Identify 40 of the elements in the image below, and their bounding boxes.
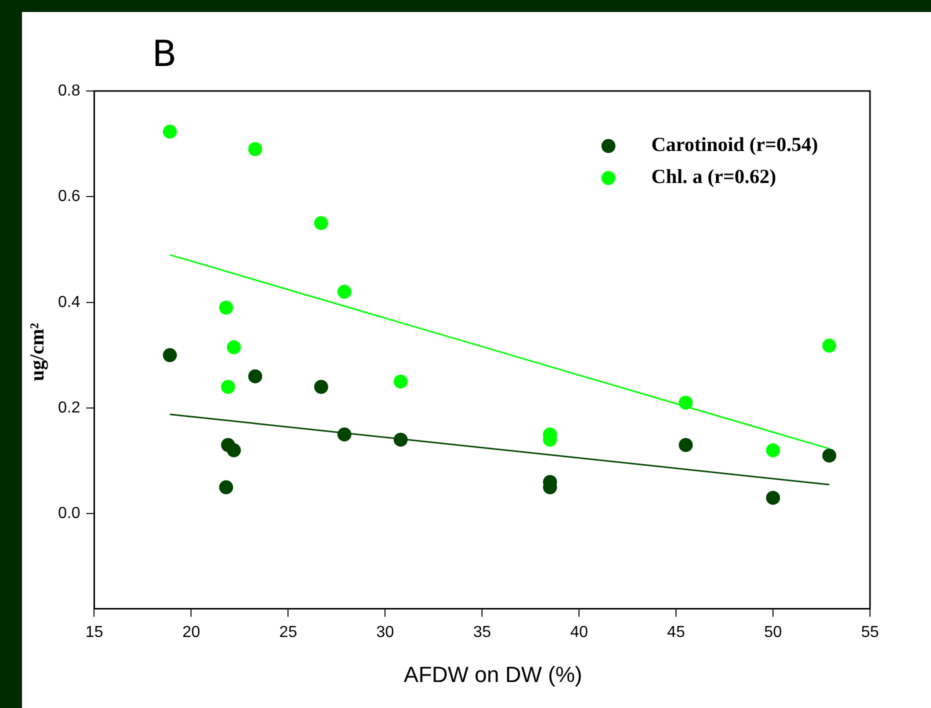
point — [219, 480, 234, 494]
legend-label: Carotinoid (r=0.54) — [651, 134, 818, 156]
point — [226, 443, 241, 458]
point — [337, 284, 352, 299]
point — [314, 380, 328, 394]
y-tick-label: 0.6 — [58, 188, 80, 206]
point — [822, 448, 836, 463]
point — [162, 348, 177, 362]
x-tick-label: 30 — [376, 624, 394, 641]
point — [394, 432, 408, 447]
y-tick-label: 0.4 — [58, 294, 80, 311]
point — [337, 427, 352, 442]
point — [766, 490, 780, 505]
x-tick-label: 40 — [570, 624, 588, 641]
point — [394, 374, 408, 389]
y-tick-label: 0.8 — [58, 82, 80, 100]
x-tick-label: 25 — [279, 624, 298, 641]
point — [314, 216, 328, 230]
point — [219, 300, 234, 315]
point — [678, 438, 693, 452]
point — [162, 124, 177, 139]
legend-label: Chl. a (r=0.62) — [651, 166, 776, 188]
y-axis-title: ug/cm² — [26, 322, 50, 382]
point — [822, 338, 836, 353]
point — [226, 340, 241, 354]
y-tick-label: 0.0 — [58, 505, 80, 522]
x-tick-label: 20 — [182, 624, 200, 641]
x-tick-label: 45 — [667, 624, 686, 641]
x-tick-label: 15 — [85, 624, 104, 641]
x-tick-label: 50 — [764, 624, 782, 641]
point — [678, 396, 693, 410]
point — [766, 443, 780, 458]
y-tick-label: 0.2 — [58, 399, 80, 416]
point — [248, 142, 262, 156]
chart-title: B — [152, 34, 177, 75]
x-tick-label: 35 — [473, 624, 492, 641]
point — [248, 369, 262, 384]
x-axis-title: AFDW on DW (%) — [402, 662, 584, 688]
point — [221, 380, 236, 394]
x-tick-label: 55 — [861, 624, 879, 641]
